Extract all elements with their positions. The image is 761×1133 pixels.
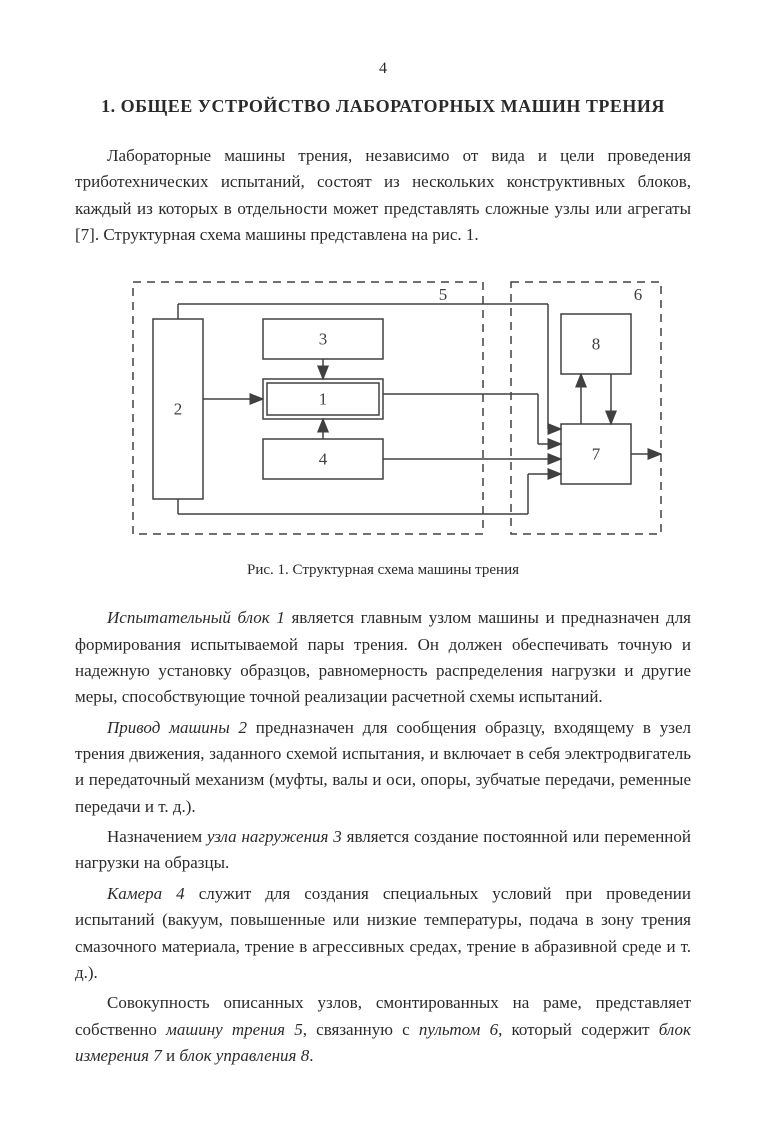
svg-text:3: 3: [319, 330, 328, 349]
svg-text:2: 2: [174, 400, 183, 419]
diagram: 2 3 1 4 8 7 5 6: [75, 264, 691, 544]
svg-text:5: 5: [439, 285, 448, 304]
term-load: узла нагружения 3: [207, 827, 342, 846]
term-drive: Привод машины 2: [107, 718, 247, 737]
para-block1: Испытательный блок 1 является главным уз…: [75, 605, 691, 710]
term-control8: блок управления 8: [179, 1046, 309, 1065]
svg-text:7: 7: [592, 445, 601, 464]
text: Назначением: [107, 827, 207, 846]
text: .: [309, 1046, 313, 1065]
page-number: 4: [75, 60, 691, 78]
text: , связанную с: [303, 1020, 419, 1039]
term-console6: пультом 6: [419, 1020, 498, 1039]
para-block2: Привод машины 2 предназначен для сообщен…: [75, 715, 691, 820]
text: , который содержит: [498, 1020, 659, 1039]
svg-text:1: 1: [319, 390, 328, 409]
para-block4: Камера 4 служит для создания специальных…: [75, 881, 691, 986]
text: и: [162, 1046, 180, 1065]
svg-text:8: 8: [592, 335, 601, 354]
term-block1: Испытательный блок 1: [107, 608, 285, 627]
figure-caption: Рис. 1. Структурная схема машины трения: [75, 562, 691, 579]
svg-text:4: 4: [319, 450, 328, 469]
heading: 1. ОБЩЕЕ УСТРОЙСТВО ЛАБОРАТОРНЫХ МАШИН Т…: [75, 96, 691, 117]
intro-paragraph: Лабораторные машины трения, независимо о…: [75, 143, 691, 248]
para-block3: Назначением узла нагружения 3 является с…: [75, 824, 691, 877]
para-block5: Совокупность описанных узлов, смонтирова…: [75, 990, 691, 1069]
diagram-svg: 2 3 1 4 8 7 5 6: [103, 264, 663, 544]
page: 4 1. ОБЩЕЕ УСТРОЙСТВО ЛАБОРАТОРНЫХ МАШИН…: [0, 0, 761, 1133]
svg-text:6: 6: [634, 285, 643, 304]
term-chamber: Камера 4: [107, 884, 185, 903]
term-machine5: машину трения 5: [166, 1020, 303, 1039]
